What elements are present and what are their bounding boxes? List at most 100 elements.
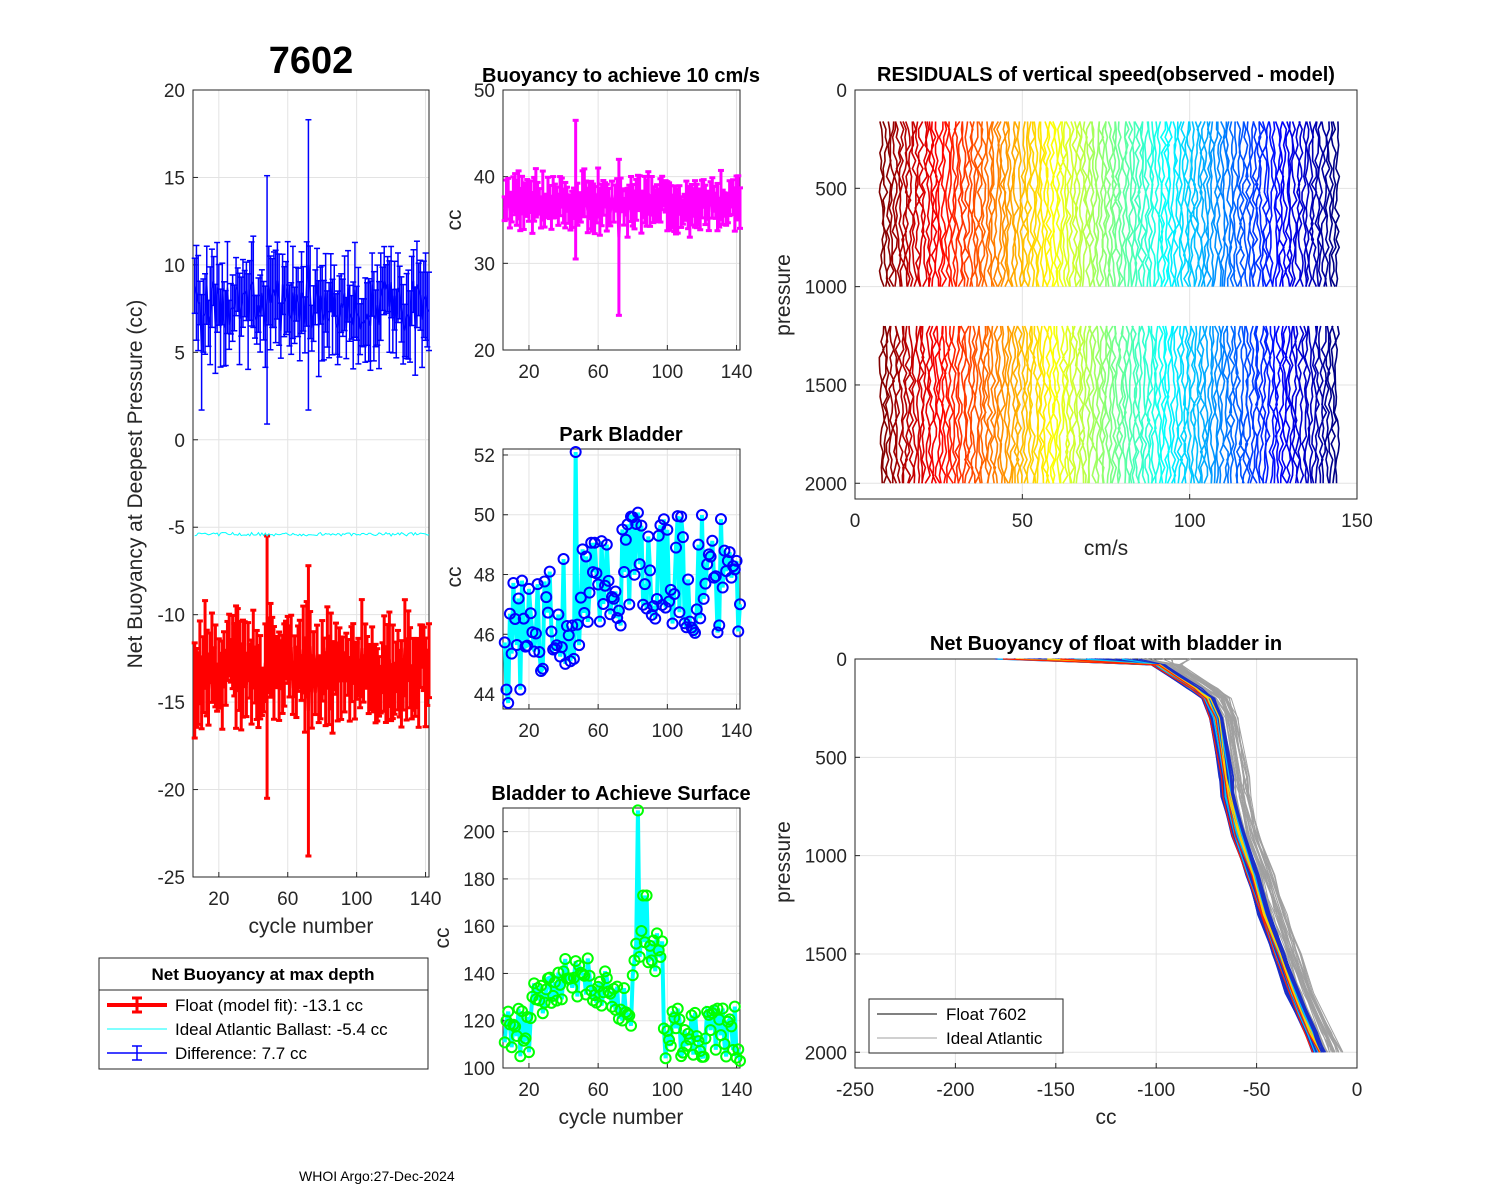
net_buoyancy-ytick-label: 0: [174, 431, 185, 452]
residual-profile: [1136, 121, 1144, 287]
residual-profile: [957, 121, 964, 288]
bladder_surface-ytick-label: 140: [463, 964, 495, 985]
residual-profile: [1041, 325, 1050, 484]
residual-profile: [1160, 325, 1167, 484]
residual-profile: [1104, 325, 1112, 484]
residual-profile: [1212, 121, 1219, 287]
residuals-ytick-label: 0: [836, 81, 847, 102]
bladder-surface-marker: [630, 937, 643, 950]
park-bladder-series: [498, 445, 746, 710]
park-bladder-marker: [618, 565, 631, 578]
park-bladder-marker: [516, 574, 529, 587]
park-bladder-marker: [609, 585, 622, 598]
park-bladder-marker: [593, 615, 606, 628]
residual-profile: [1087, 121, 1095, 287]
park-bladder-marker: [597, 597, 610, 610]
residual-profile: [1294, 325, 1301, 484]
residual-profile: [963, 121, 971, 287]
buoyancy-10cms-ylabel: cc: [443, 210, 466, 231]
float-profile: [1071, 658, 1316, 1053]
residual-profile: [927, 121, 935, 287]
bladder-surface-marker: [673, 1013, 686, 1026]
residual-profile: [1146, 325, 1154, 484]
residual-profile: [1049, 121, 1056, 287]
residual-profile: [953, 121, 961, 287]
float-series-line: [193, 644, 431, 711]
park-bladder-marker: [628, 568, 641, 581]
residuals-chart: RESIDUALS of vertical speed(observed - m…: [772, 64, 1373, 560]
net_buoyancy-xtick-label: 60: [277, 889, 298, 910]
residual-profile: [1061, 121, 1069, 287]
net-buoyancy-ylabel: Net Buoyancy at Deepest Pressure (cc): [124, 300, 147, 669]
park-bladder-marker: [669, 541, 682, 554]
bladder-surface-marker: [709, 1043, 722, 1056]
legend-entry-float: Float (model fit): -13.1 cc: [107, 996, 364, 1015]
bladder-surface-marker: [505, 1041, 518, 1054]
net_buoyancy-plot-area: [193, 90, 429, 877]
park-bladder-marker: [644, 564, 657, 577]
ideal-ballast-line: [194, 531, 430, 537]
park-bladder-marker: [574, 591, 587, 604]
residual-profile: [1228, 121, 1236, 287]
bladder-surface-marker: [626, 969, 639, 982]
net_buoyancy_profile-xtick-label: -50: [1243, 1080, 1270, 1101]
figure-title: 7602: [269, 40, 354, 82]
profile-title: Net Buoyancy of float with bladder in: [930, 633, 1282, 655]
residual-profile: [1281, 325, 1288, 484]
residual-profile: [1009, 121, 1016, 287]
bladder-surface-marker: [732, 1043, 745, 1056]
bladder-surface-marker: [519, 1032, 532, 1045]
residual-profile: [894, 121, 902, 287]
bladder-surface-marker: [625, 1019, 638, 1032]
residual-profile: [1002, 325, 1010, 484]
legend-difference-label: Difference: 7.7 cc: [175, 1044, 307, 1063]
residual-profile: [901, 325, 908, 484]
residuals-xtick-label: 0: [850, 511, 861, 532]
residual-profile: [1029, 325, 1036, 484]
residual-profile: [1153, 325, 1161, 484]
net_buoyancy-ytick-label: 5: [174, 343, 185, 364]
net-buoyancy-xlabel: cycle number: [249, 915, 374, 938]
residual-profile: [999, 121, 1007, 287]
park_bladder-xtick-label: 20: [518, 721, 539, 742]
residual-profile: [1268, 325, 1275, 484]
bladder-surface-marker: [555, 993, 568, 1006]
bladder-surface-marker: [689, 1006, 702, 1019]
residual-profile: [1192, 121, 1200, 287]
residual-profile: [1114, 325, 1121, 484]
float-profile: [1060, 658, 1314, 1053]
bladder-surface-marker: [631, 804, 644, 817]
residual-profile: [1150, 325, 1157, 484]
bladder_surface-xtick-label: 60: [588, 1080, 609, 1101]
bladder-surface-marker: [581, 952, 594, 965]
buoyancy_10cms-ytick-label: 20: [474, 341, 495, 362]
buoyancy-10cms-series: [501, 118, 743, 317]
residual-profile: [1333, 325, 1341, 484]
bladder-surface-marker: [671, 1002, 684, 1015]
residual-profile: [1301, 325, 1308, 484]
park-bladder-marker: [633, 558, 646, 571]
residual-profile: [1317, 121, 1324, 287]
legend-profile-float: Float 7602: [946, 1005, 1026, 1024]
residual-profile: [917, 121, 925, 287]
park-bladder-marker: [588, 536, 601, 549]
residual-profile: [920, 121, 928, 287]
residual-profile: [1169, 325, 1177, 484]
residual-profile: [1179, 121, 1187, 287]
residual-profile: [1176, 121, 1184, 287]
bladder-surface-marker: [650, 927, 663, 940]
park-bladder-marker: [590, 567, 603, 580]
bladder-surface-marker: [723, 1013, 736, 1026]
residual-profile: [1310, 325, 1318, 484]
bladder-surface-marker: [699, 1032, 712, 1045]
residual-profile: [1055, 325, 1062, 484]
park_bladder-ytick-label: 50: [474, 506, 495, 527]
bladder-surface-marker: [704, 1024, 717, 1037]
residual-profile: [1166, 325, 1174, 484]
residual-profile: [1268, 121, 1275, 287]
net_buoyancy-ytick-label: -20: [158, 781, 185, 802]
residuals-xtick-label: 50: [1012, 511, 1033, 532]
bladder-surface-marker: [524, 1012, 537, 1025]
residual-profile: [1098, 325, 1105, 484]
residual-profile: [1248, 121, 1255, 287]
